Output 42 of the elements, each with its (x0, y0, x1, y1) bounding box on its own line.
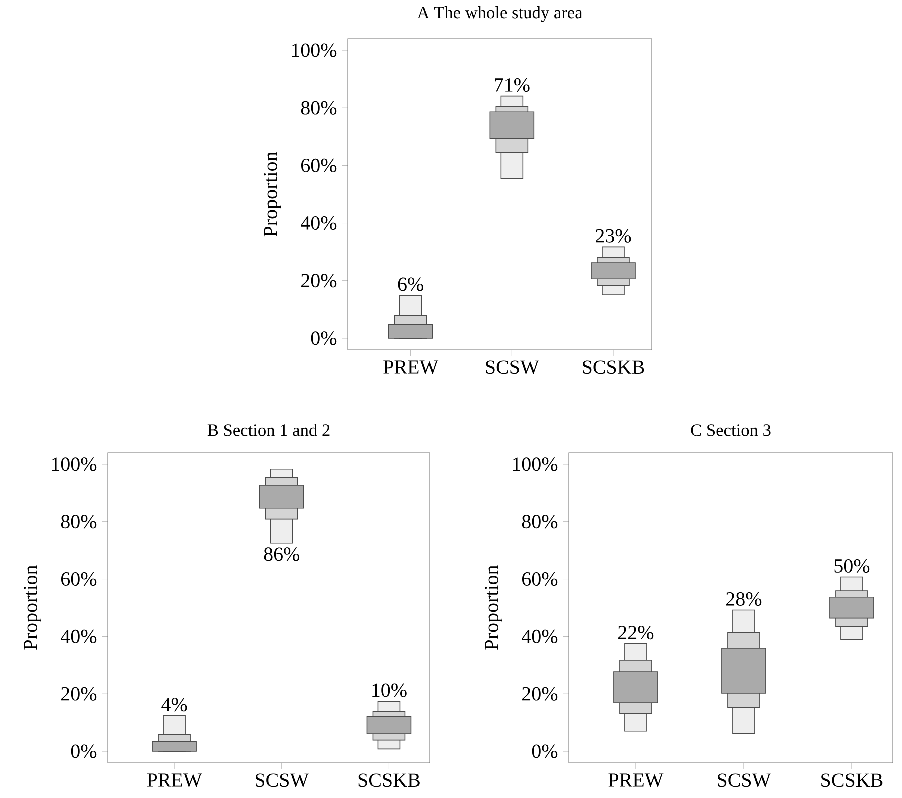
annotation: 6% (398, 278, 424, 292)
x-tick-label: SCSKB (822, 774, 883, 788)
x-tick-label: SCSW (718, 774, 772, 788)
chart-title: A The whole study area (417, 6, 583, 22)
annotation: 22% (618, 626, 654, 640)
y-tick-label: 40% (61, 630, 97, 644)
y-axis-title: Proportion (264, 152, 282, 237)
y-tick-label: 80% (522, 515, 558, 529)
annotation: 71% (495, 78, 530, 92)
y-axis-title: Proportion (484, 566, 502, 650)
y-tick-label: 20% (302, 274, 337, 288)
x-tick-label: SCSW (256, 774, 310, 788)
y-tick-label: 80% (61, 515, 97, 529)
y-tick-label: 60% (301, 158, 337, 172)
y-tick-label: 100% (513, 458, 558, 472)
y-tick-label: 0% (532, 744, 558, 758)
annotation: 28% (726, 592, 762, 606)
y-tick-label: 60% (61, 572, 97, 586)
x-tick-label: PREW (384, 360, 439, 374)
x-tick-label: SCSKB (358, 774, 420, 788)
annotation: 23% (596, 229, 632, 243)
y-axis-title: Proportion (24, 566, 42, 650)
y-tick-label: 60% (522, 572, 558, 586)
x-tick-label: SCSKB (583, 360, 644, 374)
chart-title: B Section 1 and 2 (208, 424, 330, 436)
y-tick-label: 100% (292, 44, 337, 58)
chart-title: C Section 3 (691, 424, 771, 436)
y-tick-label: 80% (301, 101, 337, 115)
x-tick-label: PREW (147, 774, 202, 788)
annotation: 86% (264, 548, 300, 562)
y-tick-label: 0% (71, 744, 97, 758)
y-tick-label: 40% (301, 216, 337, 230)
y-tick-label: 0% (311, 332, 337, 346)
annotation: 50% (834, 559, 870, 574)
y-tick-label: 20% (522, 687, 558, 701)
annotation: 10% (372, 684, 407, 698)
y-tick-label: 40% (522, 630, 558, 644)
annotation: 4% (162, 698, 188, 712)
y-tick-label: 20% (62, 687, 97, 701)
y-tick-label: 100% (52, 458, 97, 472)
x-tick-label: PREW (608, 774, 664, 788)
x-tick-label: SCSW (486, 360, 540, 374)
